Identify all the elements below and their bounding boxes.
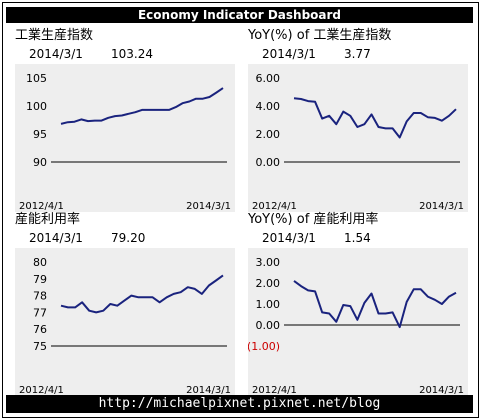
y-tick-label: 3.00 [256, 256, 281, 269]
panel-title: 工業生産指数 [15, 28, 94, 43]
series-line [60, 274, 224, 314]
panel-date: 2014/3/1 [29, 47, 83, 61]
x-tick-label-end: 2014/3/1 [419, 385, 464, 396]
panel-industrial-production-yoy: YoY(%) of 工業生産指数 2014/3/1 3.77 0.00 2.00 4… [248, 28, 468, 212]
y-tick-label: 100 [26, 100, 47, 113]
plot-background [15, 64, 235, 212]
panel-title: YoY(%) of 産能利用率 [248, 212, 379, 227]
chart-industrial-production: 90 95 100 105 2012/4/1 2014/3/1 [15, 64, 235, 212]
panel-value: 103.24 [111, 47, 153, 61]
panel-capacity-utilization-yoy: YoY(%) of 産能利用率 2014/3/1 1.54 (1.00) 0.00… [248, 212, 468, 396]
chart-capacity-utilization-yoy: (1.00) 0.00 1.00 2.00 3.00 2012/4/1 2014/3/1 [248, 248, 468, 396]
footer-url[interactable]: http://michaelpixnet.pixnet.net/blog [6, 395, 473, 413]
panel-industrial-production: 工業生産指数 2014/3/1 103.24 90 95 100 105 2012/4/… [15, 28, 235, 212]
y-tick-label: 105 [26, 72, 47, 85]
panel-value: 1.54 [344, 231, 371, 245]
y-tick-label: 1.00 [256, 298, 281, 311]
series-line [293, 97, 457, 139]
y-tick-label: 76 [33, 323, 47, 336]
y-tick-label: 0.00 [256, 319, 281, 332]
panel-title: 産能利用率 [15, 212, 81, 227]
x-tick-label-end: 2014/3/1 [419, 201, 464, 212]
x-tick-label-end: 2014/3/1 [186, 385, 231, 396]
panel-date: 2014/3/1 [29, 231, 83, 245]
panel-capacity-utilization: 産能利用率 2014/3/1 79.20 75 76 77 78 79 80 2012/4/… [15, 212, 235, 396]
plot-background [248, 64, 468, 212]
panel-title: YoY(%) of 工業生産指数 [248, 28, 392, 43]
y-tick-label: 6.00 [256, 72, 281, 85]
panel-date: 2014/3/1 [262, 47, 316, 61]
y-tick-label: 4.00 [256, 100, 281, 113]
panel-date: 2014/3/1 [262, 231, 316, 245]
x-tick-label-start: 2012/4/1 [252, 201, 297, 212]
x-tick-label-start: 2012/4/1 [19, 201, 64, 212]
y-tick-label: 90 [33, 156, 47, 169]
y-tick-label: 78 [33, 290, 47, 303]
y-tick-label: 79 [33, 273, 47, 286]
panel-value: 79.20 [111, 231, 146, 245]
x-tick-label-start: 2012/4/1 [19, 385, 64, 396]
plot-background [248, 248, 468, 396]
series-line [60, 87, 224, 125]
y-tick-label: (1.00) [248, 340, 280, 353]
y-tick-label: 80 [33, 256, 47, 269]
x-tick-label-end: 2014/3/1 [186, 201, 231, 212]
y-tick-label: 75 [33, 340, 47, 353]
plot-background [15, 248, 235, 396]
panel-value: 3.77 [344, 47, 371, 61]
chart-industrial-production-yoy: 0.00 2.00 4.00 6.00 2012/4/1 2014/3/1 [248, 64, 468, 212]
y-tick-label: 0.00 [256, 156, 281, 169]
series-line [293, 280, 457, 329]
y-tick-label: 2.00 [256, 128, 281, 141]
x-tick-label-start: 2012/4/1 [252, 385, 297, 396]
chart-capacity-utilization: 75 76 77 78 79 80 2012/4/1 2014/3/1 [15, 248, 235, 396]
y-tick-label: 95 [33, 128, 47, 141]
y-tick-label: 2.00 [256, 277, 281, 290]
dashboard-title: Economy Indicator Dashboard [6, 7, 473, 23]
y-tick-label: 77 [33, 306, 47, 319]
